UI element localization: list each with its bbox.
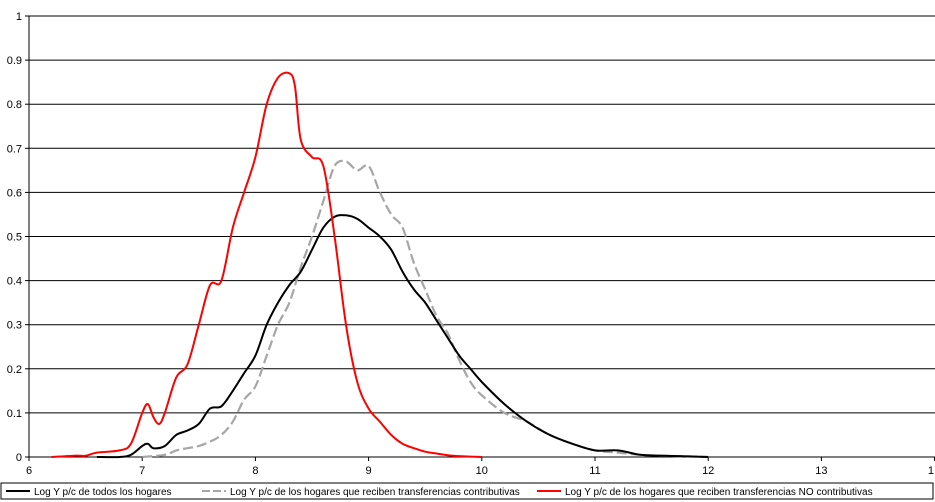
y-tick-label: 0.3	[7, 320, 22, 332]
x-tick-label: 10	[476, 465, 488, 477]
series-line-3	[51, 71, 482, 458]
y-tick-label: 0.2	[7, 364, 22, 376]
legend-label-2: Log Y p/c de los hogares que reciben tra…	[230, 487, 520, 498]
y-tick-labels: 0 0.1 0.2 0.3 0.4 0.5 0.6 0.7 0.8 0.9 1	[7, 11, 22, 464]
legend: Log Y p/c de todos los hogares Log Y p/c …	[0, 482, 934, 500]
axes	[25, 15, 935, 461]
y-tick-label: 0.5	[7, 232, 22, 244]
y-tick-label: 0.1	[7, 408, 22, 420]
x-tick-labels: 6 7 8 9 10 11 12 13 1	[26, 465, 934, 477]
legend-box	[0, 482, 934, 500]
legend-label-3: Log Y p/c de los hogares que reciben tra…	[565, 487, 873, 498]
x-tick-label: 13	[815, 465, 827, 477]
y-tick-label: 0	[16, 452, 22, 464]
y-tick-label: 0.8	[7, 99, 22, 111]
y-tick-label: 1	[16, 11, 22, 23]
x-tick-label: 11	[589, 465, 600, 477]
series-lines	[51, 71, 709, 459]
y-tick-label: 0.7	[7, 143, 22, 155]
x-tick-label: 9	[366, 465, 372, 477]
series-line-1	[96, 214, 709, 459]
x-tick-label: 1	[928, 465, 934, 477]
x-tick-label: 8	[252, 465, 258, 477]
x-tick-label: 7	[139, 465, 145, 477]
legend-label-1: Log Y p/c de todos los hogares	[34, 487, 172, 498]
grid-lines	[29, 15, 935, 414]
y-tick-label: 0.6	[7, 187, 22, 199]
y-tick-label: 0.4	[7, 276, 22, 288]
x-tick-label: 12	[702, 465, 714, 477]
x-tick-label: 6	[26, 465, 32, 477]
y-tick-label: 0.9	[7, 55, 22, 67]
